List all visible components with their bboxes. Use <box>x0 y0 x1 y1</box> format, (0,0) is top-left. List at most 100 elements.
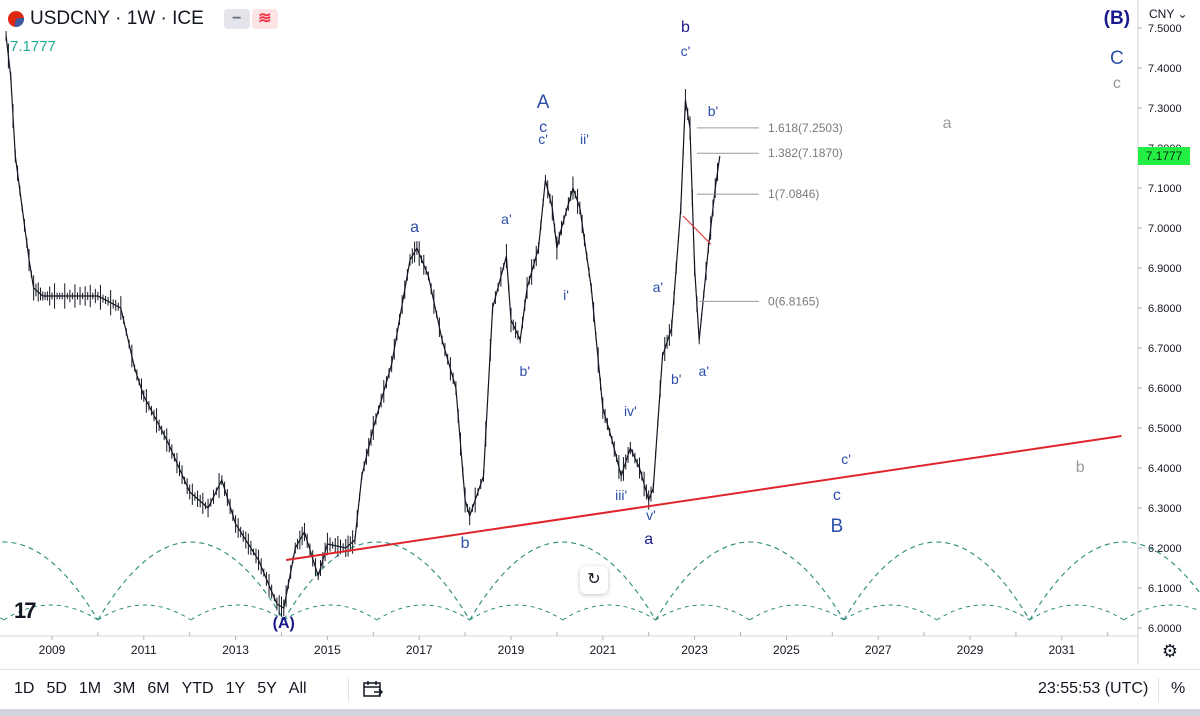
window-bottom-edge <box>0 709 1200 716</box>
fib-level-label: 1(7.0846) <box>768 187 819 201</box>
support-trendline <box>285 435 1122 561</box>
wave-label: c <box>1113 75 1121 92</box>
wave-label: v' <box>646 507 656 523</box>
wave-label: B <box>831 516 844 537</box>
x-tick-label: 2017 <box>406 643 433 657</box>
reset-chart-button[interactable]: ↻ <box>580 566 608 594</box>
percent-scale-toggle[interactable]: % <box>1171 680 1186 697</box>
wave-label: c' <box>538 131 548 147</box>
wave-label: b' <box>671 371 681 387</box>
wave-label: iii' <box>615 487 627 503</box>
range-button-1y[interactable]: 1Y <box>225 680 246 697</box>
tradingview-logo-icon[interactable]: 17 <box>14 598 37 623</box>
range-button-1m[interactable]: 1M <box>78 680 102 697</box>
cycle-arc-small <box>843 604 937 621</box>
last-price: 7.1777 <box>10 38 56 55</box>
y-tick-label: 7.3000 <box>1148 103 1182 115</box>
cycle-arc-small <box>376 604 470 621</box>
fib-level-label: 1.618(7.2503) <box>768 121 843 135</box>
cycle-arc-small <box>655 604 750 621</box>
wave-label: (B) <box>1104 8 1130 29</box>
wave-label: b' <box>708 103 718 119</box>
cycle-arc-small <box>0 617 5 621</box>
wave-label: c <box>833 487 841 504</box>
wave-label: a <box>410 219 419 236</box>
cycle-arc-small <box>1123 604 1200 621</box>
range-button-1d[interactable]: 1D <box>14 680 35 697</box>
wave-label: iv' <box>624 403 637 419</box>
x-tick-label: 2021 <box>589 643 616 657</box>
y-tick-label: 6.0000 <box>1148 623 1182 635</box>
wave-label: b <box>681 19 690 36</box>
currency-selector[interactable]: CNY ⌄ <box>1149 7 1188 21</box>
x-tick-label: 2031 <box>1048 643 1075 657</box>
y-tick-label: 6.7000 <box>1148 343 1182 355</box>
cycle-arc-small <box>469 604 563 621</box>
indicator-wave-button[interactable]: ≋ <box>251 9 278 29</box>
cycle-arc-small <box>3 604 99 621</box>
wave-label: (A) <box>273 615 295 632</box>
range-button-5d[interactable]: 5D <box>46 680 67 697</box>
date-range-calendar-icon[interactable] <box>362 679 384 699</box>
symbol-title[interactable]: USDCNY · 1W · ICE <box>30 8 204 29</box>
cycle-arc-small <box>190 604 285 621</box>
wave-label: ii' <box>580 131 589 147</box>
reset-icon: ↻ <box>587 571 601 588</box>
cycle-arc-large <box>97 541 285 621</box>
wave-label: a' <box>501 211 511 227</box>
divider <box>348 678 349 702</box>
chart-header: USDCNY · 1W · ICE − ≋ <box>8 8 278 30</box>
y-tick-label: 7.0000 <box>1148 223 1182 235</box>
price-series-line <box>5 35 721 609</box>
header-controls: − ≋ <box>223 9 278 29</box>
cycle-arc-large <box>1029 541 1200 621</box>
x-tick-label: 2009 <box>39 643 66 657</box>
range-button-all[interactable]: All <box>288 680 307 697</box>
wave-label: c' <box>841 451 851 467</box>
y-tick-label: 6.4000 <box>1148 463 1182 475</box>
cycle-arc-small <box>749 604 845 621</box>
wave-label: b' <box>520 363 530 379</box>
range-selector: 1D 5D 1M 3M 6M YTD 1Y 5Y All <box>14 680 307 698</box>
cycle-arc-large <box>283 541 471 621</box>
y-tick-label: 6.9000 <box>1148 263 1182 275</box>
wave-label: a <box>943 115 952 132</box>
cycle-arc-large <box>0 541 99 621</box>
utc-clock[interactable]: 23:55:53 (UTC) <box>1038 680 1149 697</box>
wave-label: a' <box>699 363 709 379</box>
wave-label: a <box>644 531 653 548</box>
range-button-3m[interactable]: 3M <box>113 680 136 697</box>
wave-label: b <box>461 535 470 552</box>
cycle-arc-small <box>97 604 192 621</box>
x-tick-label: 2015 <box>314 643 341 657</box>
y-tick-label: 6.1000 <box>1148 583 1182 595</box>
x-tick-label: 2023 <box>681 643 708 657</box>
x-tick-label: 2013 <box>222 643 249 657</box>
wave-label: b <box>1076 459 1085 476</box>
collapse-button[interactable]: − <box>223 9 250 29</box>
wave-label: i' <box>563 287 569 303</box>
fib-level-label: 1.382(7.1870) <box>768 146 843 160</box>
price-chart[interactable]: 6.00006.10006.20006.30006.40006.50006.60… <box>0 0 1200 668</box>
range-button-ytd[interactable]: YTD <box>181 680 214 697</box>
range-button-6m[interactable]: 6M <box>147 680 170 697</box>
wave-label: c' <box>681 43 691 59</box>
y-tick-label: 7.5000 <box>1148 23 1182 35</box>
x-tick-label: 2011 <box>131 643 157 657</box>
x-tick-label: 2025 <box>773 643 800 657</box>
x-tick-label: 2019 <box>498 643 525 657</box>
settings-gear-icon[interactable]: ⚙ <box>1161 641 1179 661</box>
wave-label: A <box>537 92 550 113</box>
current-price-tag: 7.1777 <box>1138 147 1190 165</box>
range-button-5y[interactable]: 5Y <box>257 680 277 697</box>
y-tick-label: 7.1000 <box>1148 183 1182 195</box>
x-tick-label: 2027 <box>865 643 892 657</box>
y-tick-label: 6.6000 <box>1148 383 1182 395</box>
y-tick-label: 6.3000 <box>1148 503 1182 515</box>
x-tick-label: 2029 <box>957 643 984 657</box>
y-tick-label: 6.5000 <box>1148 423 1182 435</box>
divider <box>1158 678 1159 702</box>
currency-label: CNY <box>1149 7 1175 21</box>
cycle-arc-small <box>1029 604 1125 621</box>
y-tick-label: 7.4000 <box>1148 63 1182 75</box>
